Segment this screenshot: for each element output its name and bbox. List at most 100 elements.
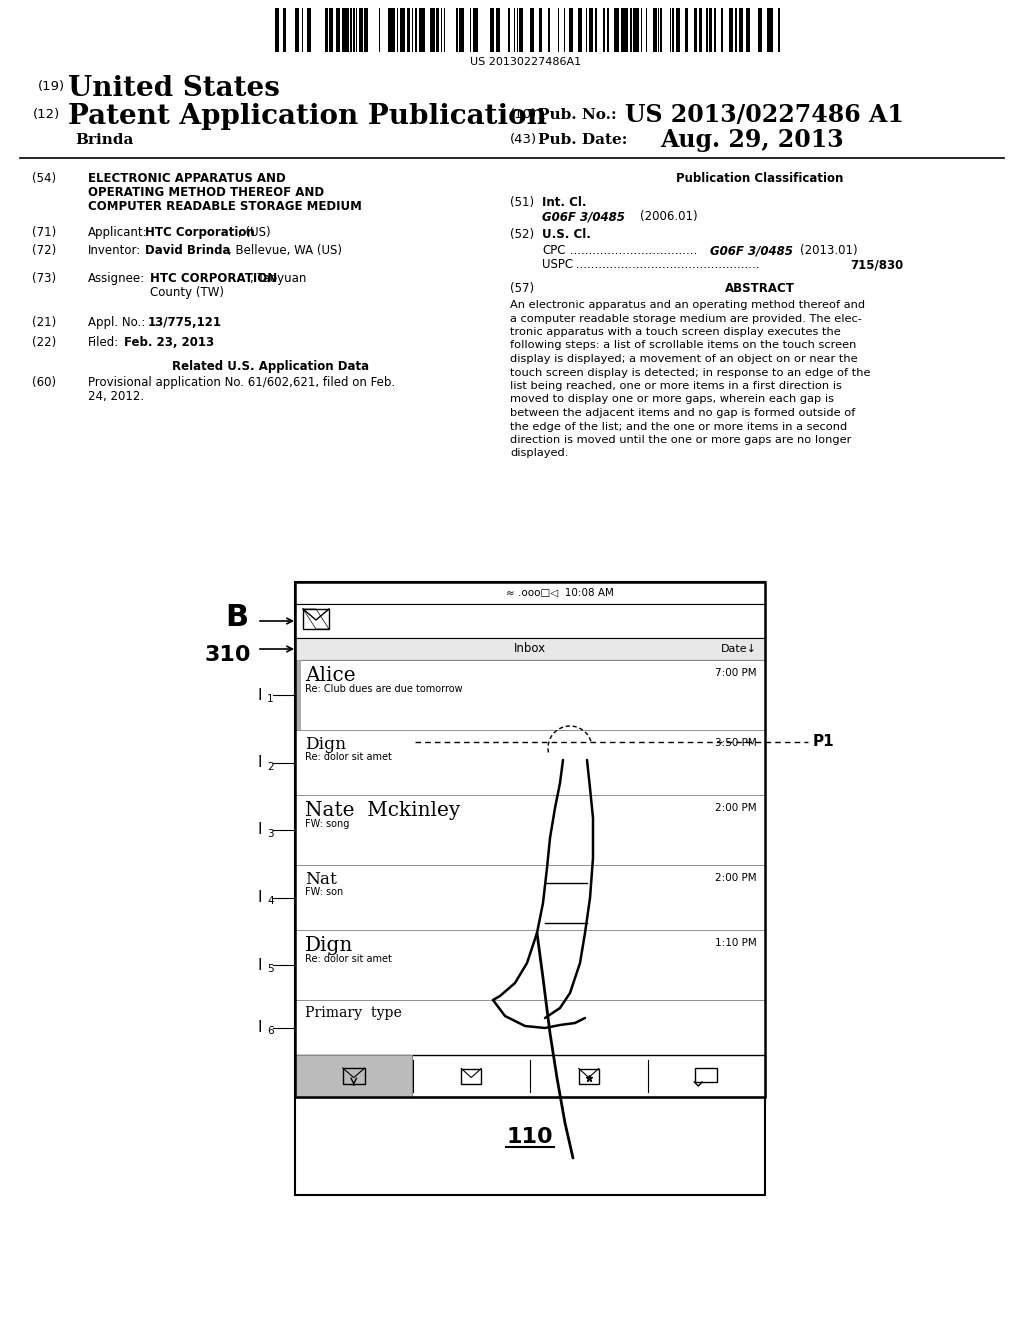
Text: Re: Club dues are due tomorrow: Re: Club dues are due tomorrow [305, 684, 463, 694]
Bar [735, 8, 737, 51]
Text: 6: 6 [267, 1027, 273, 1036]
Bar [508, 8, 510, 51]
Bar [430, 8, 433, 51]
Text: (73): (73) [32, 272, 56, 285]
Bar [676, 8, 680, 51]
Bar [579, 1068, 599, 1084]
Text: the edge of the list; and the one or more items in a second: the edge of the list; and the one or mor… [510, 421, 847, 432]
Text: 715/830: 715/830 [850, 257, 903, 271]
Bar [635, 8, 639, 51]
Text: (71): (71) [32, 226, 56, 239]
Text: Publication Classification: Publication Classification [676, 172, 844, 185]
Bar [419, 8, 422, 51]
Text: CPC: CPC [542, 244, 565, 257]
Bar [569, 8, 573, 51]
Bar [295, 1055, 765, 1097]
Text: Pub. Date:: Pub. Date: [538, 133, 628, 147]
Text: ABSTRACT: ABSTRACT [725, 282, 795, 294]
Text: I: I [257, 890, 262, 906]
Text: tronic apparatus with a touch screen display executes the: tronic apparatus with a touch screen dis… [510, 327, 841, 337]
Text: Nate  Mckinley: Nate Mckinley [305, 801, 460, 820]
Text: G06F 3/0485: G06F 3/0485 [542, 210, 625, 223]
Bar [400, 8, 403, 51]
Text: direction is moved until the one or more gaps are no longer: direction is moved until the one or more… [510, 436, 851, 445]
Bar [403, 8, 406, 51]
Text: touch screen display is detected; in response to an edge of the: touch screen display is detected; in res… [510, 367, 870, 378]
Bar [519, 8, 523, 51]
Text: Re: dolor sit amet: Re: dolor sit amet [305, 752, 392, 762]
Text: US 20130227486A1: US 20130227486A1 [470, 57, 582, 67]
Bar [275, 8, 279, 51]
Text: Filed:: Filed: [88, 337, 119, 348]
Bar [699, 8, 702, 51]
Text: G06F 3/0485: G06F 3/0485 [710, 244, 793, 257]
Bar [295, 660, 301, 730]
Text: I: I [257, 822, 262, 837]
Text: (60): (60) [32, 376, 56, 389]
Bar [460, 8, 464, 51]
Text: Brinda: Brinda [75, 133, 133, 147]
Text: 1: 1 [267, 694, 273, 704]
Bar [350, 8, 352, 51]
Bar [603, 8, 605, 51]
Text: 5: 5 [267, 964, 273, 974]
Bar [295, 660, 765, 730]
Text: .................................................: ........................................… [572, 257, 760, 271]
Text: FW: song: FW: song [305, 820, 349, 829]
Text: Pub. No.:: Pub. No.: [538, 108, 616, 121]
Bar [295, 865, 765, 931]
Bar [475, 8, 478, 51]
Text: displayed.: displayed. [510, 449, 568, 458]
Text: (2013.01): (2013.01) [800, 244, 858, 257]
Bar [295, 931, 765, 1001]
Text: Related U.S. Application Data: Related U.S. Application Data [172, 360, 370, 374]
Text: 2:00 PM: 2:00 PM [716, 873, 757, 883]
Text: 2: 2 [267, 762, 273, 771]
Text: (43): (43) [510, 133, 538, 147]
Text: ..................................: .................................. [566, 244, 697, 257]
Bar [295, 582, 765, 1195]
Bar [589, 8, 593, 51]
Text: Primary  type: Primary type [305, 1006, 401, 1020]
Bar [739, 8, 743, 51]
Bar [364, 8, 368, 51]
Text: Date↓: Date↓ [721, 644, 757, 653]
Text: (21): (21) [32, 315, 56, 329]
Text: , Bellevue, WA (US): , Bellevue, WA (US) [228, 244, 342, 257]
Text: ELECTRONIC APPARATUS AND: ELECTRONIC APPARATUS AND [88, 172, 286, 185]
Bar [283, 8, 286, 51]
Bar [767, 8, 769, 51]
Bar [758, 8, 761, 51]
Text: 24, 2012.: 24, 2012. [88, 389, 144, 403]
Bar [295, 605, 765, 638]
Text: P1: P1 [813, 734, 835, 750]
Bar [694, 8, 697, 51]
Text: 4: 4 [267, 896, 273, 907]
Text: David Brinda: David Brinda [145, 244, 230, 257]
Text: I: I [257, 688, 262, 702]
Text: Nat: Nat [305, 871, 337, 888]
Bar [709, 8, 712, 51]
Text: 3:50 PM: 3:50 PM [715, 738, 757, 748]
Bar [621, 8, 625, 51]
Text: HTC Corporation: HTC Corporation [145, 226, 255, 239]
Text: Int. Cl.: Int. Cl. [542, 195, 587, 209]
Text: (19): (19) [38, 81, 66, 92]
Text: 13/775,121: 13/775,121 [148, 315, 222, 329]
Bar [770, 8, 773, 51]
Text: (54): (54) [32, 172, 56, 185]
Text: Dign: Dign [305, 737, 346, 752]
Text: HTC CORPORATION: HTC CORPORATION [150, 272, 278, 285]
Text: 110: 110 [507, 1127, 553, 1147]
Text: U.S. Cl.: U.S. Cl. [542, 228, 591, 242]
Text: (57): (57) [510, 282, 535, 294]
Text: 1:10 PM: 1:10 PM [715, 939, 757, 948]
Bar [729, 8, 732, 51]
Text: , (US): , (US) [238, 226, 270, 239]
Bar [633, 8, 635, 51]
Bar [653, 8, 657, 51]
Bar [295, 582, 765, 605]
Bar [303, 609, 329, 630]
Bar [325, 8, 328, 51]
Text: 310: 310 [205, 645, 252, 665]
